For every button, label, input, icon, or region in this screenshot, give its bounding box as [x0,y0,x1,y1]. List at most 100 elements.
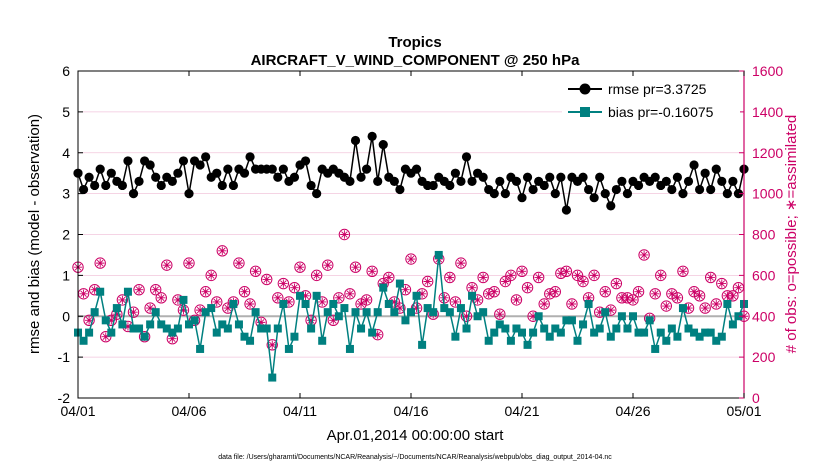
obs-assimilated-point [440,293,449,303]
obs-assimilated-point [545,289,554,298]
rmse-point [467,176,477,186]
obs-possible-point [360,294,373,306]
y-right-tick-label: 1600 [752,63,783,79]
obs-assimilated-point [673,293,682,303]
rmse-point [695,184,705,195]
bias-point [307,324,316,333]
obs-assimilated-point [573,271,582,280]
bias-point [501,324,510,333]
obs-possible-point [510,294,523,306]
rmse-point [345,176,355,186]
y-left-tick-label: 6 [62,63,70,79]
bias-point [523,340,532,349]
obs-assimilated-point [578,277,588,286]
bias-point [79,336,88,345]
chart-title: Tropics [388,34,441,51]
rmse-point [584,184,594,195]
obs-possible-point [538,298,550,310]
rmse-point [478,172,488,182]
rmse-point [350,135,361,146]
obs-assimilated-point [667,289,677,298]
obs-assimilated-point [556,269,566,278]
obs-possible-point [549,286,561,298]
rmse-point [173,168,183,178]
obs-possible-point [716,277,728,290]
obs-assimilated-point [628,295,638,305]
rmse-point [239,168,250,178]
obs-possible-point [211,296,223,308]
obs-possible-point [338,228,351,241]
bias-point [384,299,393,308]
obs-possible-point [505,269,517,282]
obs-possible-point [333,292,345,304]
rmse-point [306,180,316,191]
bias-point [640,328,649,337]
obs-possible-point [249,265,262,277]
obs-assimilated-point [284,297,294,307]
obs-assimilated-point [467,283,477,292]
bias-point [645,316,654,325]
bias-point [723,299,732,308]
obs-assimilated-point [212,297,221,307]
bias-point [617,312,626,321]
obs-assimilated-point [706,273,715,282]
bias-point [667,324,676,333]
obs-possible-point [155,292,167,304]
rmse-point [550,189,560,199]
rmse-point [522,172,533,182]
rmse-point [267,164,277,174]
y-right-tick-label: 600 [752,267,776,283]
bias-point [706,328,715,337]
bias-point [329,299,338,308]
bias-point [606,332,615,341]
obs-assimilated-point [345,289,355,298]
bias-point [462,324,471,333]
obs-assimilated-point [123,322,133,331]
bias-point [173,324,182,333]
obs-possible-point [649,288,661,300]
obs-possible-point [94,257,106,269]
obs-possible-point [244,298,256,310]
bias-point [373,308,382,317]
obs-assimilated-point [584,293,593,303]
obs-possible-point [699,302,711,314]
obs-assimilated-point [700,303,710,313]
obs-assimilated-point [717,279,726,288]
y-left-tick-label: -1 [58,349,71,365]
rmse-point [545,172,555,182]
obs-assimilated-point [712,299,721,309]
bias-point [590,328,599,337]
obs-possible-point [133,283,145,296]
bias-point [218,320,227,329]
bias-point [401,316,410,325]
obs-assimilated-point [678,267,688,276]
y-left-tick-label: 5 [62,104,70,120]
rmse-point [445,180,455,191]
obs-assimilated-point [684,303,693,313]
obs-assimilated-point [340,230,349,239]
bias-point [368,328,377,337]
obs-assimilated-point [268,340,277,350]
bias-point [662,336,671,345]
obs-assimilated-point [351,263,360,272]
bias-point [101,316,110,325]
bias-point [540,324,549,333]
bias-point [112,304,121,313]
obs-assimilated-point [218,246,227,256]
rmse-point [689,160,699,170]
bias-point [390,308,399,317]
bias-point [395,279,404,288]
bias-point [362,308,371,317]
rmse-point [245,152,255,162]
rmse-point [223,164,233,174]
obs-possible-point [266,339,278,351]
bias-point [479,308,488,317]
obs-assimilated-point [162,260,171,270]
obs-assimilated-point [157,293,166,303]
x-tick-label: 04/11 [283,403,317,419]
bias-point [168,328,177,337]
bias-point [290,332,299,341]
bias-point [495,320,504,329]
obs-series-layer [72,228,750,351]
bias-point [90,308,99,317]
